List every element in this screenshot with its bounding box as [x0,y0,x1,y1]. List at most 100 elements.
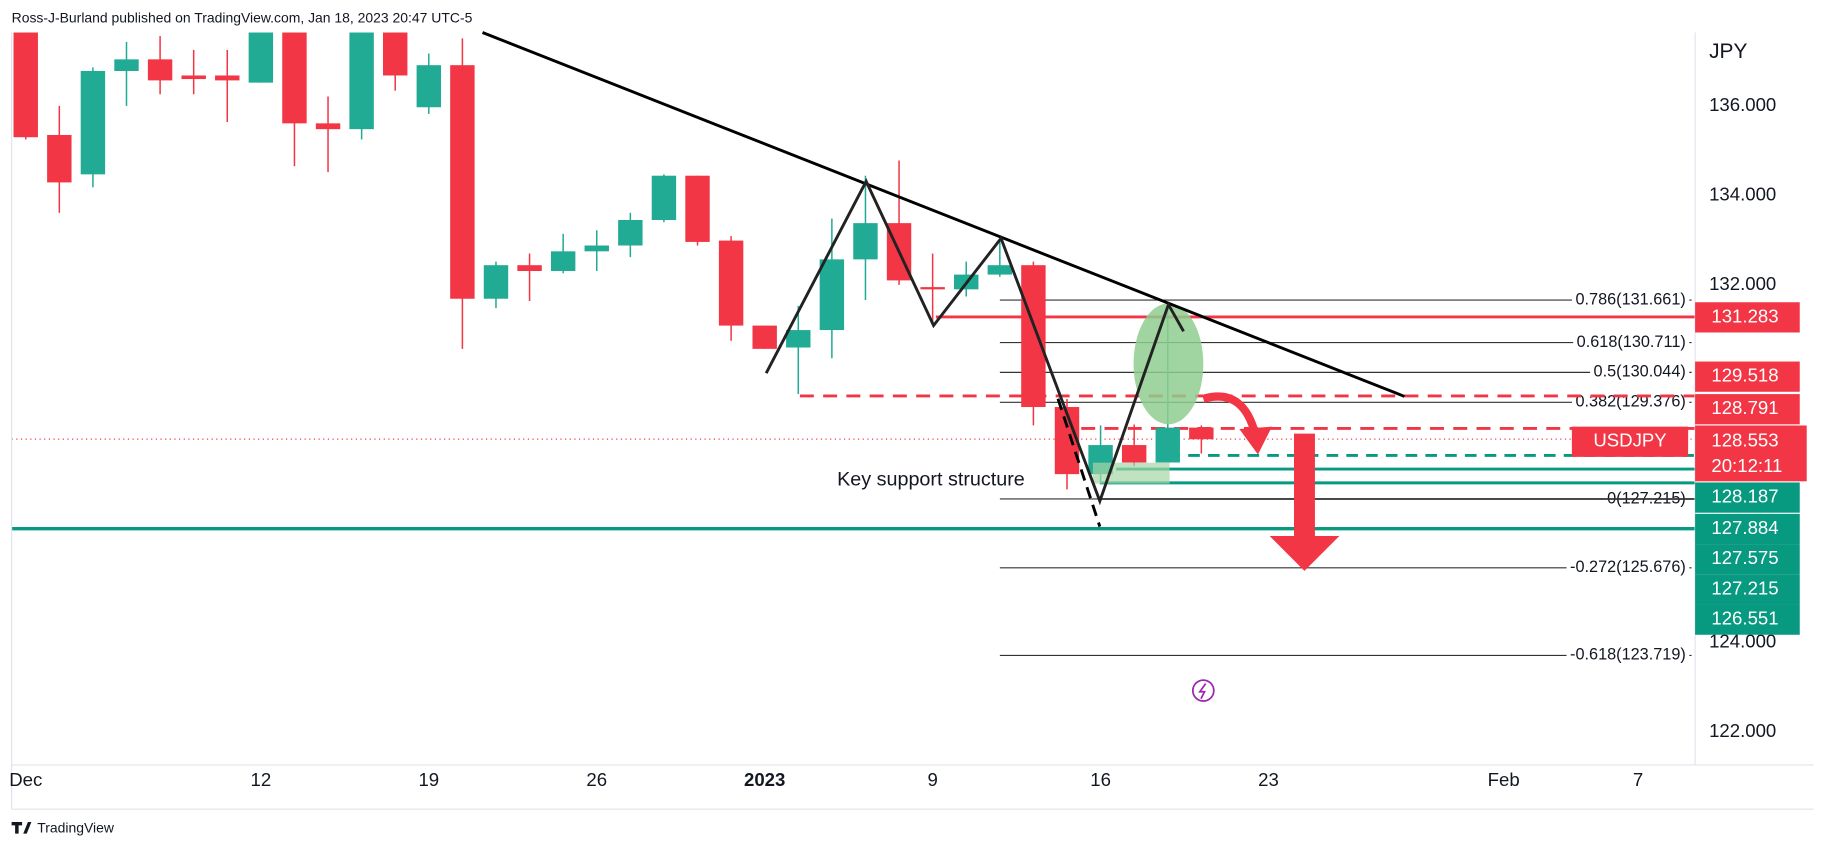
candle-body [450,65,475,299]
candle-body [550,251,576,272]
x-tick-label: Feb [1488,769,1520,790]
candles [13,32,1214,490]
candle-body [786,330,811,348]
currency: JPY [1709,40,1747,63]
price-tag [1695,302,1800,333]
x-tick-label: 2023 [744,769,785,790]
x-tick-label: 23 [1258,769,1279,790]
candle-body [349,32,374,130]
fib-label: 0.5(130.044) [1594,363,1686,381]
candle-body [383,32,408,76]
fib-label: 0.618(130.711) [1577,333,1686,351]
down-arrow-head [1269,535,1340,571]
price-tag-label: 131.283 [1711,305,1778,326]
candle-body [483,265,509,299]
x-tick-label: Dec [9,769,42,790]
price-tag-label: 127.884 [1711,517,1778,538]
y-tick-label: 122.000 [1709,720,1776,741]
event-icon-bolt [1198,683,1207,700]
candle-body [718,240,744,326]
price-tag-label: 129.518 [1711,365,1778,386]
header: Ross-J-Burland published on TradingView.… [12,9,473,25]
price-tag-label: 128.187 [1711,485,1778,506]
axes: 122.000 124.000 132.000 134.000 136.000 Dec 12… [9,94,1807,790]
price-tag [1695,361,1800,392]
candle-body [584,245,609,252]
candle-body [517,265,542,272]
candle-body [416,65,442,108]
drawings-below: 0.786(131.661) 0.618(130.711) 0.5(130.044)… [11,290,1696,664]
candle-body [47,134,72,183]
down-arrow [1294,433,1315,539]
fib-label: 0.786(131.661) [1575,290,1685,308]
fib-label-bg [1566,558,1690,577]
candle-body [80,70,106,175]
symbol-tag [1571,426,1689,457]
fib-label: -0.272(125.676) [1570,558,1686,576]
candle-body [819,259,845,331]
x-tick-label: 19 [418,769,439,790]
support-box [1092,462,1170,484]
last-price-tag [1695,425,1807,482]
x-tick-label: 12 [251,769,272,790]
price-tag [1695,544,1800,575]
candle-body [1054,407,1080,475]
candle-body [1121,445,1147,463]
candle-body [114,59,139,71]
candle-body [181,75,206,80]
drawings: Key support structure [481,31,1405,702]
candle-body [987,265,1013,275]
y-tick-label: 132.000 [1709,273,1776,294]
logo [11,821,32,834]
candle-body [315,123,341,130]
annotation: Key support structure [837,468,1025,490]
candle-body [1021,265,1046,408]
curved-arrow [1202,392,1260,437]
y-tick-label: 136.000 [1709,94,1776,115]
fib-label-bg [1590,362,1690,381]
candle-body [853,223,878,260]
curved-arrow-head [1239,426,1272,455]
symbol-label: USDJPY [1593,430,1666,451]
x-tick-label: 7 [1633,769,1643,790]
last-price-label: 128.553 [1711,430,1778,451]
footer: TradingView [37,820,115,836]
fib-label: -0.618(123.719) [1570,646,1686,664]
price-tag-label: 128.791 [1711,397,1778,418]
fib-label-bg [1571,290,1690,309]
fib-label-bg [1573,332,1690,351]
candle-body [147,59,173,81]
fib-label-bg [1566,645,1690,664]
candle-body [13,32,38,138]
candle-body [1189,427,1214,440]
x-tick-label: 9 [927,769,937,790]
price-tag-label: 127.575 [1711,547,1778,568]
candle-body [752,325,777,349]
candle-body [618,219,643,246]
candle-body [651,175,677,220]
price-tag [1695,513,1800,545]
dashed-leg [1056,398,1102,528]
zigzag [764,178,1185,506]
x-tick-label: 16 [1090,769,1111,790]
y-tick-label: 134.000 [1709,183,1776,204]
price-tag [1695,574,1800,605]
highlight-ellipse [1133,303,1204,425]
candle-body [282,32,307,124]
price-tag-label: 127.215 [1711,577,1778,598]
trendline [481,31,1405,398]
candle-body [1155,427,1180,463]
price-tag [1695,604,1800,635]
price-tag [1695,482,1800,513]
price-tag-label: 126.551 [1711,608,1778,629]
candle-body [685,175,710,242]
event-icon [1191,679,1215,702]
candle-body [248,32,274,83]
x-tick-label: 26 [586,769,607,790]
y-tick-label: 124.000 [1709,631,1776,652]
candle-body [920,287,945,290]
price-tag [1695,394,1800,425]
candle-body [215,75,240,81]
